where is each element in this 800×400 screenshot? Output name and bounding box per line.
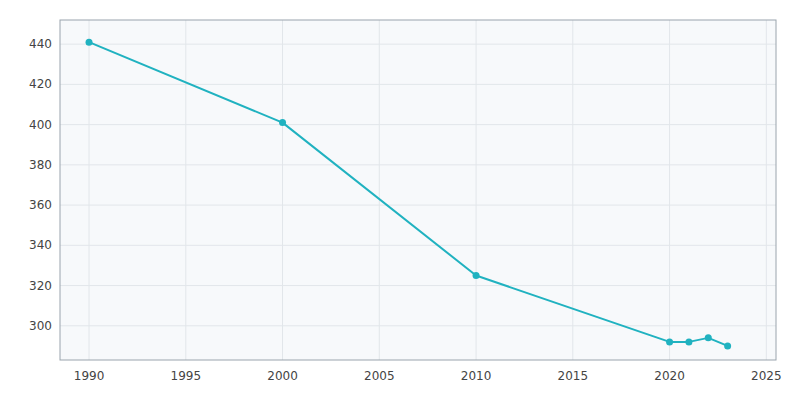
x-tick-label: 2025	[751, 369, 782, 383]
x-grid-line	[89, 20, 90, 360]
y-tick-label: 320	[29, 279, 52, 293]
point	[473, 272, 480, 279]
x-tick-label: 1990	[74, 369, 105, 383]
y-grid-line	[60, 84, 776, 85]
plot-background	[60, 20, 776, 360]
x-grid-line	[669, 20, 670, 360]
x-grid-line	[379, 20, 380, 360]
line	[89, 42, 728, 346]
grid	[60, 20, 776, 360]
y-grid-line	[60, 325, 776, 326]
y-tick-label: 420	[29, 77, 52, 91]
plot-frame	[60, 20, 776, 360]
x-tick-label: 1995	[171, 369, 202, 383]
point	[685, 338, 692, 345]
point	[279, 119, 286, 126]
x-tick-label: 2010	[461, 369, 492, 383]
point	[705, 334, 712, 341]
series	[86, 39, 732, 350]
chart-svg: 1990 1995 2000 2005 2010 2015 2020 2025 300 320 34…	[0, 0, 800, 400]
y-tick-label: 380	[29, 158, 52, 172]
y-grid-line	[60, 285, 776, 286]
x-tick-label: 2005	[364, 369, 395, 383]
y-grid-line	[60, 44, 776, 45]
x-tick-label: 2015	[558, 369, 589, 383]
x-grid-line	[476, 20, 477, 360]
y-grid-line	[60, 205, 776, 206]
y-tick-label: 360	[29, 198, 52, 212]
y-grid-line	[60, 124, 776, 125]
point	[724, 342, 731, 349]
x-grid-line	[766, 20, 767, 360]
y-tick-label: 300	[29, 319, 52, 333]
y-grid-line	[60, 164, 776, 165]
point	[666, 338, 673, 345]
y-tick-label: 440	[29, 37, 52, 51]
x-tick-label: 2020	[654, 369, 685, 383]
x-grid-line	[282, 20, 283, 360]
y-tick-label: 340	[29, 238, 52, 252]
y-tick-label: 400	[29, 118, 52, 132]
y-grid-line	[60, 245, 776, 246]
chart-container: 1990 1995 2000 2005 2010 2015 2020 2025 300 320 34…	[0, 0, 800, 400]
x-grid-line	[185, 20, 186, 360]
x-tick-label: 2000	[267, 369, 298, 383]
point	[86, 39, 93, 46]
tick-labels: 1990 1995 2000 2005 2010 2015 2020 2025 300 320 34…	[29, 37, 782, 383]
